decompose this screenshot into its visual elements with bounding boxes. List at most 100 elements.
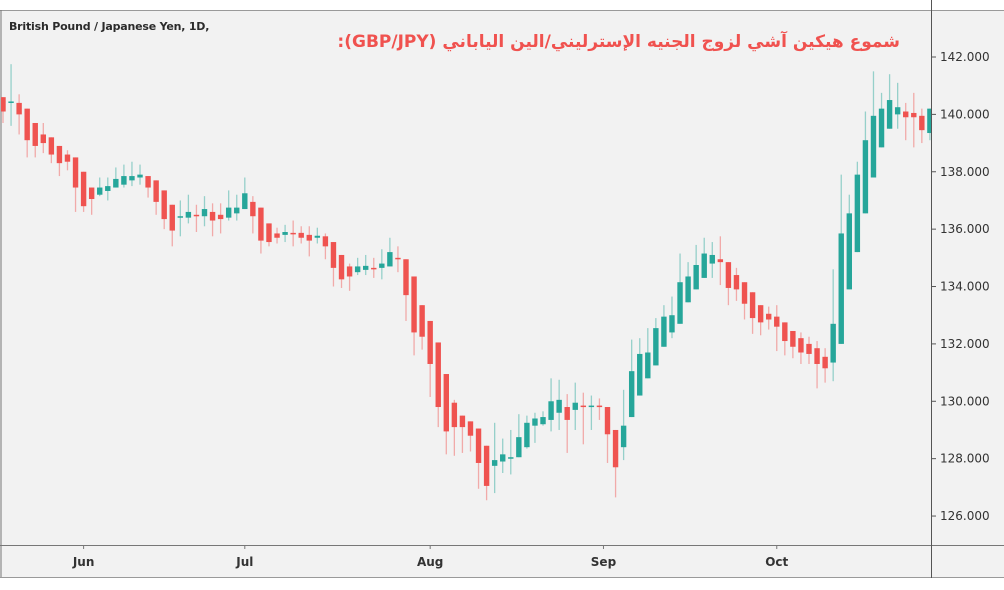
candle-36 [290,220,296,247]
candle-body [459,415,466,428]
candle-31 [250,196,256,234]
candle-body [290,232,296,235]
candle-body [161,190,167,220]
x-tick-label: Jun [72,555,95,569]
candle-body [225,207,232,218]
candle-20 [161,190,167,230]
candle-64 [516,414,522,458]
y-tick-label: 130.000 [940,394,990,408]
candle-body [701,253,707,278]
candle-body [894,107,901,115]
candle-body [669,315,675,333]
y-tick-label: 126.000 [940,509,990,523]
candle-body [693,265,699,290]
candle-body [258,207,264,241]
candle-body [387,252,393,267]
candle-16 [129,161,135,187]
candle-78 [628,339,635,418]
chart-background [0,10,1004,578]
candle-body [870,115,877,178]
candle-body [427,320,433,364]
candle-19 [153,180,159,215]
candle-2 [16,94,22,135]
candle-body [790,330,796,347]
candle-63 [508,429,514,475]
candle-47 [379,249,385,280]
candle-0 [1,97,6,123]
candle-body [604,407,611,435]
candle-100 [806,336,812,364]
candle-33 [266,223,272,247]
price-axis[interactable]: 142.000 140.000 138.000 136.000 134.000 132.0… [932,50,990,523]
candle-body [105,186,111,191]
candle-49 [395,246,401,273]
candle-body [645,352,651,379]
candle-56 [451,399,458,456]
candle-body [862,140,869,214]
candle-body [588,405,595,408]
candle-88 [709,242,715,278]
candle-body [113,178,119,188]
candle-body [749,292,756,319]
candle-body [56,145,63,164]
candle-26 [209,203,216,237]
x-tick-label: Jul [235,555,253,569]
candle-83 [669,296,675,339]
candle-41 [330,242,337,287]
candle-5 [40,122,46,154]
candle-body [72,157,79,188]
candle-body [919,115,925,131]
candle-body [80,171,87,207]
candle-95 [766,306,772,330]
candle-body [709,254,715,264]
candle-body [927,108,931,134]
candle-10 [80,171,87,212]
candle-body [628,371,635,418]
candle-body [64,154,71,162]
candle-4 [32,122,38,158]
chart-title: شموع هيكين آشي لزوج الجنيه الإسترليني/ال… [337,32,900,52]
candle-body [193,214,200,217]
candle-114 [919,108,925,144]
candle-112 [903,102,909,141]
candle-body [282,232,288,235]
candle-body [500,454,506,462]
candle-body [556,399,562,413]
candle-body [346,266,353,277]
candle-body [580,405,587,408]
candle-54 [435,342,441,428]
candle-body [32,122,38,146]
candle-body [637,353,643,396]
candle-86 [693,244,699,290]
candle-96 [774,305,780,352]
candle-62 [500,438,506,474]
candle-body [540,417,546,425]
candle-body [201,209,208,217]
x-tick-label: Oct [765,555,788,569]
candle-body [379,263,385,268]
candle-71 [572,382,578,430]
candle-body [234,207,240,214]
y-tick-label: 138.000 [940,165,990,179]
candle-body [846,213,852,290]
candle-body [145,176,151,188]
candle-body [411,276,417,333]
candle-body [363,265,369,270]
candle-90 [725,262,732,306]
candle-9 [72,157,79,212]
candle-55 [443,374,449,455]
candle-body [435,342,441,408]
candle-body [782,322,788,342]
candle-72 [580,392,587,445]
candle-body [177,216,184,218]
candle-body [274,233,280,238]
candle-101 [814,341,820,389]
candle-61 [491,422,498,494]
candle-109 [878,92,885,148]
candle-body [830,323,836,363]
candle-body [596,405,603,408]
time-axis[interactable]: Jun Jul Aug Sep Oct [72,546,789,569]
candle-69 [556,379,562,430]
candle-59 [475,428,482,489]
candle-38 [306,226,312,257]
